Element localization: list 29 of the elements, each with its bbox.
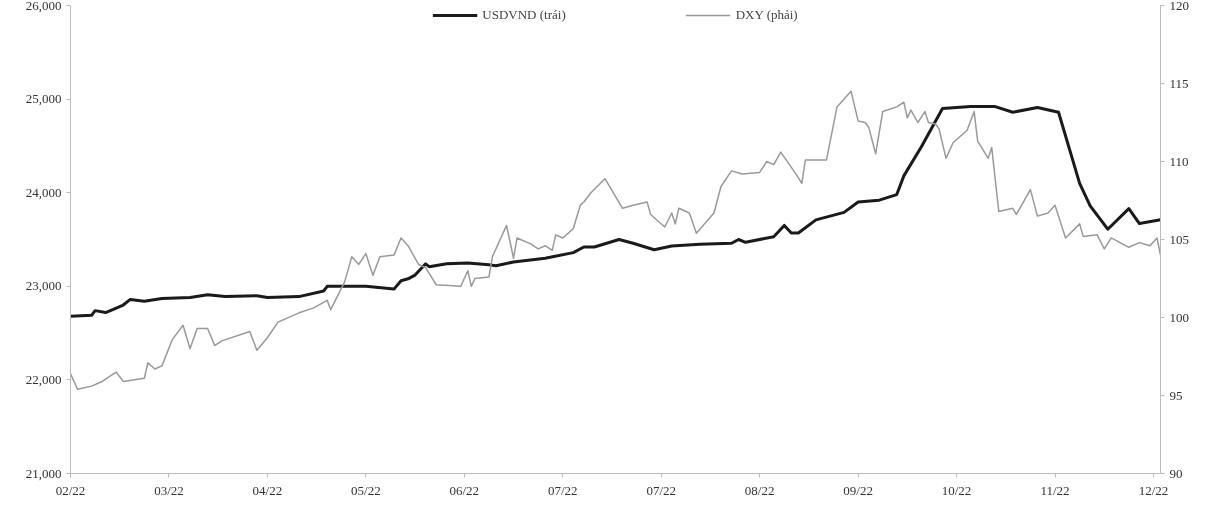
y-tick-label: 22,000: [25, 371, 62, 387]
x-tick-label: 06/22: [449, 482, 480, 498]
y-tick-label: 23,000: [25, 278, 62, 294]
x-tick-label: 02/22: [55, 482, 86, 498]
x-tick-label: 08/22: [744, 482, 775, 498]
x-tick-label: 04/22: [252, 482, 283, 498]
x-tick-label: 10/22: [941, 482, 972, 498]
y-tick-label: 24,000: [25, 184, 62, 200]
x-tick-label: 05/22: [351, 482, 381, 498]
line-series: [70, 105, 1161, 318]
y2-tick-label: 90: [1169, 465, 1183, 481]
x-tick-label: 11/22: [1040, 482, 1070, 498]
y-tick-label: 21,000: [25, 465, 62, 481]
y-tick-label: 25,000: [25, 91, 62, 107]
x-tick-label: 12/22: [1138, 482, 1169, 498]
x-tick-label: 07/22: [547, 482, 578, 498]
y2-tick-label: 105: [1169, 231, 1189, 247]
legend-label: USDVND (trái): [482, 7, 566, 23]
x-tick-label: 03/22: [154, 482, 184, 498]
line-series: [70, 90, 1161, 391]
y2-tick-label: 120: [1169, 0, 1189, 13]
y2-tick-label: 110: [1169, 153, 1189, 169]
y2-tick-label: 100: [1169, 309, 1189, 325]
legend-label: DXY (phải): [735, 7, 798, 23]
x-tick-label: 09/22: [843, 482, 873, 498]
y2-tick-label: 115: [1169, 75, 1189, 91]
x-tick-label: 07/22: [646, 482, 677, 498]
y2-tick-label: 95: [1169, 387, 1183, 403]
y-tick-label: 26,000: [25, 0, 62, 13]
